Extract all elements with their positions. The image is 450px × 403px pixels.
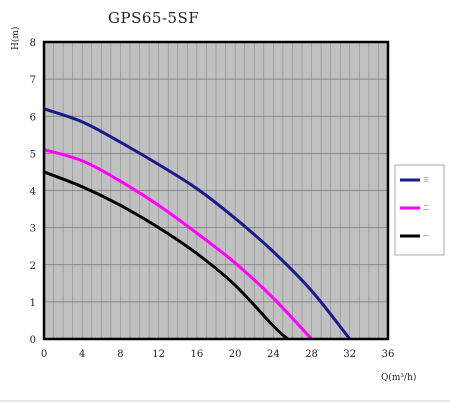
legend-label: 三: [423, 177, 429, 184]
legend-label: 二: [423, 205, 429, 212]
x-tick-label: 16: [191, 349, 204, 360]
y-tick-label: 3: [30, 224, 36, 235]
x-axis-label: Q(m³/h): [381, 372, 416, 383]
x-tick-label: 12: [152, 349, 165, 360]
y-tick-label: 1: [30, 298, 36, 309]
y-tick-label: 7: [30, 75, 36, 86]
legend: 三二一: [394, 164, 445, 256]
y-axis-label: H(m): [10, 27, 21, 50]
x-tick-label: 36: [382, 349, 395, 360]
series-layer: [43, 107, 351, 341]
y-tick-label: 5: [30, 149, 36, 160]
x-tick-label: 24: [267, 349, 280, 360]
legend-label: 一: [423, 233, 429, 240]
grid: [44, 42, 388, 339]
x-tick-label: 20: [229, 349, 242, 360]
y-tick-label: 8: [30, 38, 36, 49]
series-line-1: [43, 107, 351, 340]
series-line-2: [43, 148, 313, 341]
series-line-3: [43, 170, 289, 341]
plot-frame: [42, 40, 390, 341]
x-tick-label: 8: [117, 349, 123, 360]
y-tick-label: 2: [30, 261, 36, 272]
y-tick-label: 6: [30, 112, 36, 123]
x-tick-label: 0: [41, 349, 47, 360]
x-tick-label: 4: [79, 349, 85, 360]
chart-title: GPS65-5SF: [108, 9, 199, 27]
y-tick-label: 4: [30, 187, 36, 198]
x-tick-label: 32: [343, 349, 356, 360]
x-tick-label: 28: [305, 349, 318, 360]
y-tick-label: 0: [30, 335, 36, 346]
